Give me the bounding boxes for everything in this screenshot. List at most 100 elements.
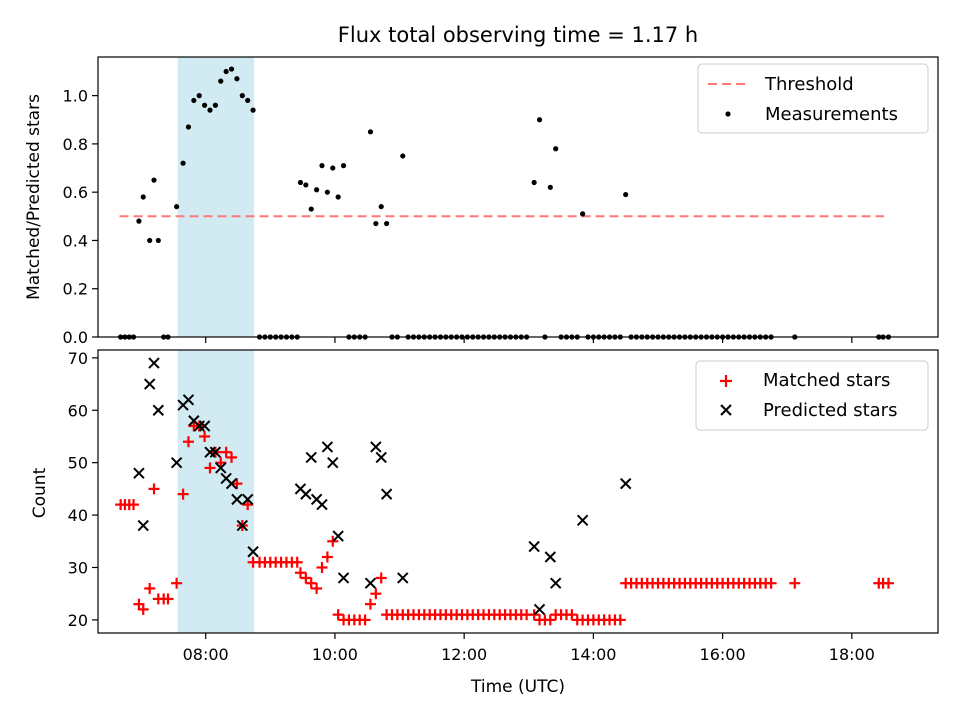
measurement-point xyxy=(196,93,202,99)
matched-star-point xyxy=(332,609,344,621)
matched-star-points xyxy=(115,420,894,626)
predicted-star-point xyxy=(549,577,562,589)
predicted-star-point xyxy=(321,441,334,453)
measurement-point xyxy=(400,153,406,159)
predicted-star-point xyxy=(544,551,557,563)
measurement-point xyxy=(212,102,218,108)
matched-star-point xyxy=(882,577,894,589)
top-panel-span xyxy=(177,57,255,337)
legend-matched-swatch xyxy=(720,375,732,387)
measurement-point xyxy=(155,237,161,244)
measurement-point xyxy=(250,107,256,113)
predicted-star-point xyxy=(143,378,156,390)
predicted-star-point xyxy=(533,603,546,616)
measurement-point xyxy=(174,204,180,210)
x-tick-label: 12:00 xyxy=(441,645,487,664)
measurement-point xyxy=(547,184,553,190)
matched-star-point xyxy=(204,462,216,474)
top-legend: Threshold Measurements xyxy=(697,63,929,134)
predicted-star-point xyxy=(170,456,183,469)
legend-predicted-swatch xyxy=(720,404,732,416)
measurement-point xyxy=(319,163,325,169)
measurement-point xyxy=(239,93,245,99)
matched-star-point xyxy=(242,499,254,511)
measurement-point xyxy=(228,66,235,72)
top-y-tick-label: 0.0 xyxy=(63,328,88,347)
predicted-star-point xyxy=(198,420,211,432)
top-y-tick-label: 0.8 xyxy=(63,135,88,154)
bottom-panel-span xyxy=(177,350,255,633)
measurement-point xyxy=(536,117,543,123)
bottom-y-tick-label: 30 xyxy=(68,558,88,577)
x-tick-label: 18:00 xyxy=(829,645,875,664)
predicted-star-points xyxy=(133,357,632,616)
measurement-point xyxy=(314,187,320,193)
bottom-panel: 20 30 40 50 60 70 08:00 10:00 12:00 14:00 16:00 18… xyxy=(30,349,939,697)
top-y-axis-label: Matched/Predicted stars xyxy=(24,94,44,300)
legend-matched-label: Matched stars xyxy=(763,370,890,391)
measurement-point xyxy=(384,220,390,227)
predicted-star-point xyxy=(182,394,195,406)
matched-star-point xyxy=(199,430,211,442)
matched-star-point xyxy=(171,577,183,589)
matched-star-point xyxy=(544,614,556,626)
matched-star-point xyxy=(311,582,323,594)
matched-star-point xyxy=(566,609,578,621)
predicted-star-point xyxy=(133,467,145,479)
measurement-point xyxy=(180,160,186,166)
matched-star-point xyxy=(789,577,801,589)
matched-star-point xyxy=(291,556,303,568)
predicted-star-point xyxy=(332,530,344,542)
predicted-star-point xyxy=(316,498,328,511)
matched-star-point xyxy=(162,593,174,605)
measurement-point xyxy=(303,182,309,188)
measurement-point xyxy=(623,191,629,198)
predicted-star-point xyxy=(247,546,259,558)
predicted-star-point xyxy=(528,540,540,553)
predicted-star-point xyxy=(619,477,632,490)
matched-star-point xyxy=(370,588,382,600)
measurement-point xyxy=(234,76,240,82)
matched-star-point xyxy=(765,577,777,589)
predicted-star-point xyxy=(231,493,243,506)
measurement-point xyxy=(378,204,384,210)
predicted-star-point xyxy=(364,577,377,589)
chart-title: Flux total observing time = 1.17 h xyxy=(338,23,698,47)
legend-measurements-swatch xyxy=(725,111,731,117)
top-y-tick-label: 0.4 xyxy=(63,231,88,250)
matched-star-point xyxy=(177,488,189,500)
matched-star-point xyxy=(231,478,243,490)
matched-star-point xyxy=(226,451,238,463)
predicted-star-point xyxy=(225,477,238,490)
matched-star-point xyxy=(294,567,306,579)
measurement-point xyxy=(367,129,374,135)
predicted-star-point xyxy=(241,493,254,506)
predicted-star-point xyxy=(305,451,317,464)
matched-star-point xyxy=(528,609,540,621)
predicted-star-point xyxy=(337,572,350,584)
bottom-y-tick-label: 70 xyxy=(68,349,88,368)
matched-star-point xyxy=(364,598,376,610)
measurement-point xyxy=(297,179,304,186)
legend-measurements-label: Measurements xyxy=(765,104,898,125)
matched-star-point xyxy=(137,603,149,615)
measurement-point xyxy=(373,220,379,227)
matched-star-point xyxy=(321,551,333,563)
matched-star-point xyxy=(144,582,156,594)
legend-predicted-label: Predicted stars xyxy=(763,400,897,421)
bottom-y-axis-label: Count xyxy=(30,467,50,518)
bottom-y-tick-label: 60 xyxy=(68,401,88,420)
measurement-point xyxy=(340,163,347,169)
measurement-point xyxy=(324,189,330,195)
x-tick-label: 14:00 xyxy=(570,645,616,664)
measurement-point xyxy=(202,102,208,108)
x-axis-label: Time (UTC) xyxy=(470,677,565,697)
measurement-point xyxy=(553,146,559,152)
bottom-legend-box xyxy=(695,360,929,431)
predicted-star-point xyxy=(209,446,222,458)
measurement-point xyxy=(245,97,251,104)
matched-star-point xyxy=(316,561,328,573)
predicted-star-point xyxy=(370,441,382,453)
top-legend-box xyxy=(697,63,929,134)
predicted-star-point xyxy=(236,519,249,532)
